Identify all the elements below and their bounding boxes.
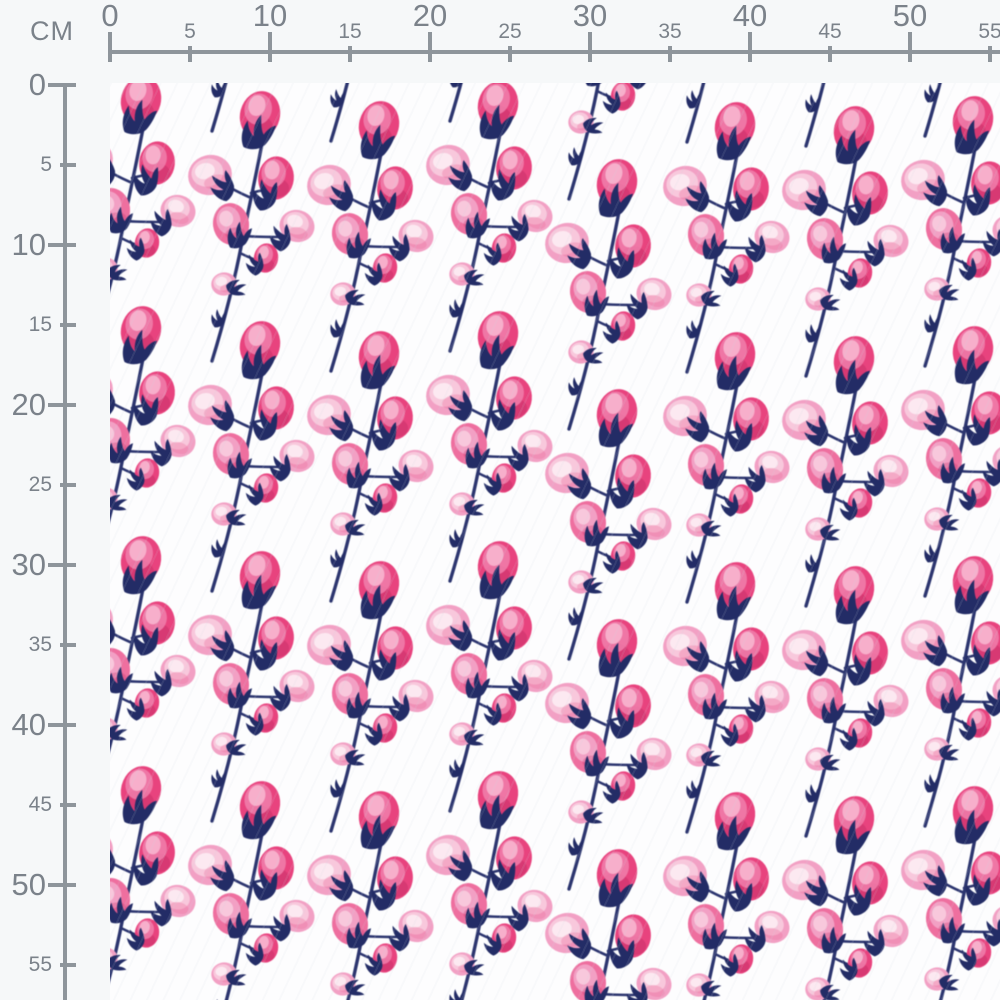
- ruler-left-tick-5: [60, 163, 76, 167]
- ruler-top-label-35: 35: [658, 20, 682, 43]
- ruler-left-tick-0: [48, 83, 76, 87]
- ruler-top-tick-5: [188, 46, 192, 62]
- ruler-left-label-35: 35: [28, 633, 52, 656]
- fabric-pattern: [110, 83, 1000, 1000]
- ruler-top-tick-55: [988, 46, 992, 62]
- ruler-left-tick-55: [60, 963, 76, 967]
- ruler-left-tick-25: [60, 483, 76, 487]
- unit-label: CM: [30, 16, 74, 46]
- ruler-left-label-30: 30: [11, 547, 46, 582]
- ruler-left-tick-15: [60, 323, 76, 327]
- ruler-left-label-45: 45: [28, 793, 52, 816]
- ruler-top-label-20: 20: [412, 0, 448, 33]
- ruler-top-tick-15: [348, 46, 352, 62]
- ruler-top-label-55: 55: [978, 20, 1000, 43]
- ruler-vertical-line: [63, 83, 67, 1000]
- ruler-top-tick-0: [108, 32, 112, 62]
- ruler-left-tick-10: [48, 243, 76, 247]
- ruler-top-label-45: 45: [818, 20, 842, 43]
- ruler-left-label-40: 40: [11, 707, 46, 742]
- ruler-left-label-15: 15: [28, 313, 52, 336]
- ruler-left-tick-35: [60, 643, 76, 647]
- ruler-left-label-5: 5: [40, 153, 52, 176]
- ruler-top-label-25: 25: [498, 20, 522, 43]
- ruler-left-label-0: 0: [28, 67, 46, 102]
- ruler-top-label-40: 40: [732, 0, 768, 33]
- ruler-top-label-10: 10: [252, 0, 288, 33]
- ruler-top-tick-20: [428, 32, 432, 62]
- ruler-top-tick-50: [908, 32, 912, 62]
- ruler-left-tick-40: [48, 723, 76, 727]
- ruler-left-label-10: 10: [11, 227, 46, 262]
- fabric-swatch: [110, 83, 1000, 1000]
- ruler-top-label-5: 5: [184, 20, 196, 43]
- ruler-top-tick-35: [668, 46, 672, 62]
- ruler-left-label-20: 20: [11, 387, 46, 422]
- ruler-horizontal-line: [110, 50, 1000, 54]
- ruler-left-tick-20: [48, 403, 76, 407]
- ruler-left-label-50: 50: [11, 867, 46, 902]
- ruler-left-tick-50: [48, 883, 76, 887]
- ruler-top-label-0: 0: [101, 0, 119, 33]
- ruler-top-tick-25: [508, 46, 512, 62]
- ruler-top-tick-45: [828, 46, 832, 62]
- ruler-top-label-30: 30: [572, 0, 608, 33]
- ruler-top-tick-40: [748, 32, 752, 62]
- ruler-left-label-55: 55: [28, 953, 52, 976]
- ruler-left-tick-30: [48, 563, 76, 567]
- ruler-top-label-15: 15: [338, 20, 362, 43]
- ruler-top-tick-30: [588, 32, 592, 62]
- ruler-left-tick-45: [60, 803, 76, 807]
- ruler-left-label-25: 25: [28, 473, 52, 496]
- ruler-top-tick-10: [268, 32, 272, 62]
- ruler-top-label-50: 50: [892, 0, 928, 33]
